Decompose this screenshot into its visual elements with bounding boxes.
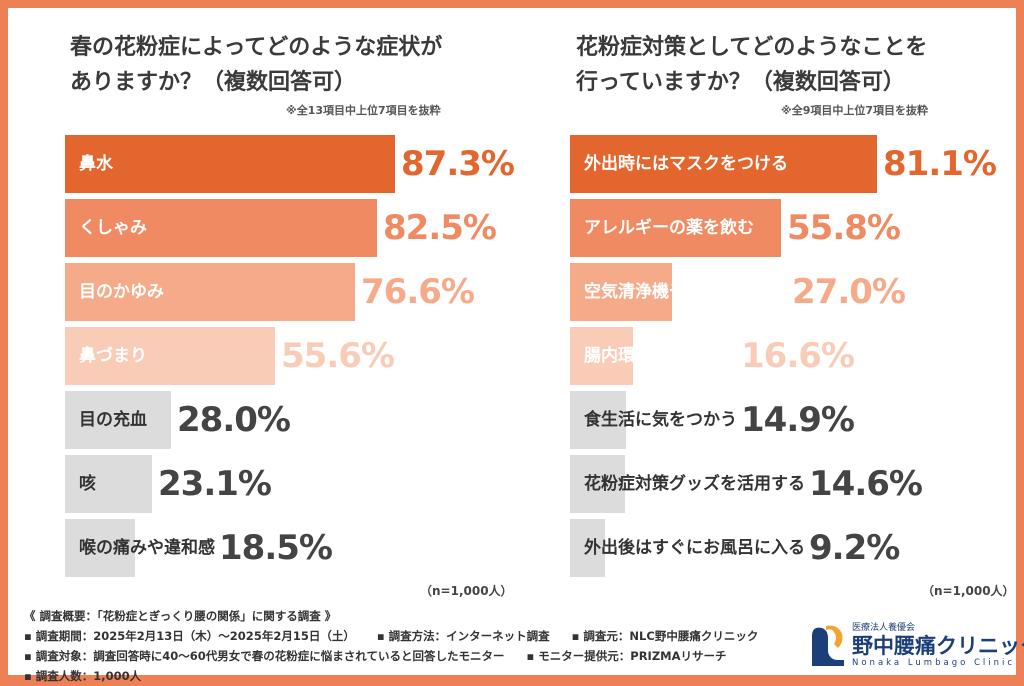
- left-bar-2: [65, 199, 377, 257]
- clinic-logo-mark-icon: [812, 625, 844, 666]
- right-bar-label-2: アレルギーの薬を飲む: [584, 218, 754, 238]
- left-bar-label-7: 喉の痛みや違和感: [79, 538, 215, 558]
- left-bar-label-5: 目の充血: [79, 410, 147, 430]
- right-chart-note: ※全9項目中上位7項目を抜粋: [781, 104, 929, 117]
- left-value-label-6: 23.1%: [158, 464, 272, 504]
- left-value-label-7: 18.5%: [219, 528, 333, 568]
- right-bar-label-4: 腸内環境をよくする: [584, 346, 737, 366]
- left-chart-title: 春の花粉症によってどのような症状が ありますか？（複数回答可）: [70, 30, 442, 100]
- right-bar-2: [570, 199, 781, 257]
- left-bar-4: [65, 327, 275, 385]
- survey-count: ▪ 調査人数：1,000人: [24, 669, 142, 683]
- left-bar-label-2: くしゃみ: [79, 218, 147, 238]
- right-title-line1: 花粉症対策としてどのようなことを: [576, 35, 928, 60]
- left-chart-note: ※全13項目中上位7項目を抜粋: [286, 104, 441, 117]
- left-value-label-4: 55.6%: [281, 336, 395, 376]
- right-bar-label-3: 空気清浄機や加湿器の使用: [584, 282, 788, 302]
- left-bar-5: [65, 391, 171, 449]
- clinic-name: 野中腰痛クリニック: [852, 634, 1024, 658]
- left-bar-label-3: 目のかゆみ: [79, 282, 164, 302]
- right-bar-6: [570, 455, 625, 513]
- left-value-label-1: 87.3%: [401, 144, 515, 184]
- survey-provider: ▪ モニター提供元：PRIZMAリサーチ: [526, 649, 727, 663]
- left-value-label-2: 82.5%: [383, 208, 497, 248]
- left-bar-7: [65, 519, 135, 577]
- right-bar-label-5: 食生活に気をつかう: [584, 410, 737, 430]
- left-value-label-5: 28.0%: [177, 400, 291, 440]
- right-sample-size: （n=1,000人）: [922, 584, 1015, 598]
- clinic-org-name: 医療法人養優会: [852, 623, 916, 633]
- left-bar-label-4: 鼻づまり: [79, 346, 147, 366]
- right-bar-4: [570, 327, 633, 385]
- right-bar-chart: 外出時にはマスクをつける 81.1% アレルギーの薬を飲む 55.8% 空気清浄機や加湿…: [570, 135, 1010, 583]
- right-bar-5: [570, 391, 626, 449]
- right-bar-3: [570, 263, 672, 321]
- left-bar-label-1: 鼻水: [79, 154, 113, 174]
- survey-heading: 《 調査概要：「花粉症とぎっくり腰の関係」に関する調査 》: [24, 609, 337, 623]
- left-bar-chart: 鼻水 87.3% くしゃみ 82.5% 目のかゆみ 76.6% 鼻づまり 55.6% 目の充血 2…: [65, 135, 535, 583]
- right-chart-title: 花粉症対策としてどのようなことを 行っていますか？（複数回答可）: [576, 30, 927, 100]
- infographic-panel: 春の花粉症によってどのような症状が ありますか？（複数回答可） ※全13項目中上…: [8, 8, 1024, 683]
- right-value-label-3: 27.0%: [792, 272, 906, 312]
- right-title-line2: 行っていますか？（複数回答可）: [576, 70, 905, 95]
- right-value-label-5: 14.9%: [741, 400, 855, 440]
- survey-summary: 《 調査概要：「花粉症とぎっくり腰の関係」に関する調査 》 ▪ 調査期間：202…: [24, 606, 758, 686]
- left-sample-size: （n=1,000人）: [420, 584, 513, 598]
- right-bar-1: [570, 135, 877, 193]
- survey-period: ▪ 調査期間：2025年2月13日（木）〜2025年2月15日（土）: [24, 629, 355, 643]
- clinic-roman-name: Nonaka Lumbago Clinic: [852, 658, 1016, 668]
- right-bar-label-1: 外出時にはマスクをつける: [584, 154, 788, 174]
- left-bar-1: [65, 135, 395, 193]
- right-value-label-1: 81.1%: [883, 144, 997, 184]
- right-bar-label-6: 花粉症対策グッズを活用する: [584, 474, 805, 494]
- survey-target: ▪ 調査対象：調査回答時に40〜60代男女で春の花粉症に悩まされていると回答した…: [24, 649, 505, 663]
- left-bar-6: [65, 455, 152, 513]
- right-value-label-7: 9.2%: [809, 528, 900, 568]
- left-bar-3: [65, 263, 355, 321]
- survey-source: ▪ 調査元：NLC野中腰痛クリニック: [571, 629, 759, 643]
- right-value-label-2: 55.8%: [787, 208, 901, 248]
- right-value-label-4: 16.6%: [741, 336, 855, 376]
- left-value-label-3: 76.6%: [361, 272, 475, 312]
- right-value-label-6: 14.6%: [809, 464, 923, 504]
- right-bar-label-7: 外出後はすぐにお風呂に入る: [584, 538, 805, 558]
- survey-method: ▪ 調査方法：インターネット調査: [376, 629, 550, 643]
- clinic-logo: 医療法人養優会 野中腰痛クリニック Nonaka Lumbago Clinic: [808, 620, 1024, 672]
- left-title-line2: ありますか？（複数回答可）: [70, 70, 357, 95]
- right-bar-7: [570, 519, 605, 577]
- left-bar-label-6: 咳: [79, 474, 96, 494]
- left-title-line1: 春の花粉症によってどのような症状が: [70, 35, 443, 60]
